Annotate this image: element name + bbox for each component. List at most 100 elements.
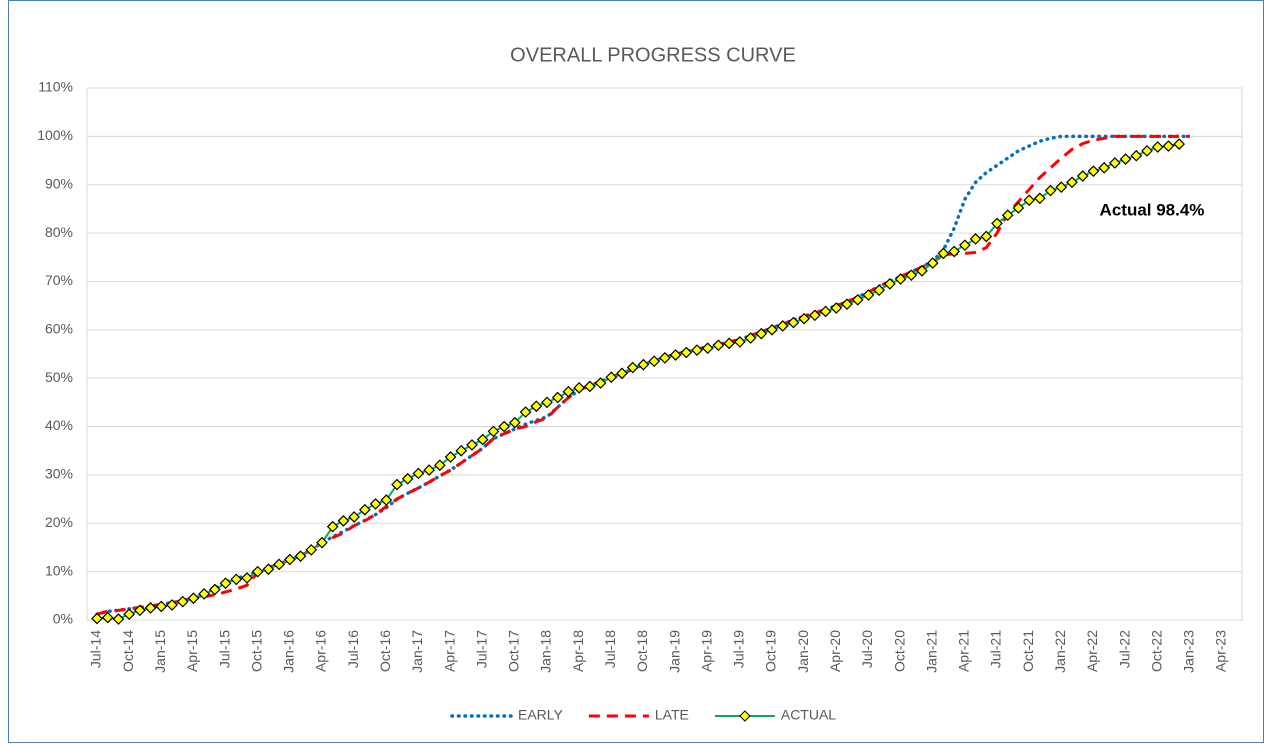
data-marker: [1001, 209, 1014, 222]
x-tick-label: Jul-18: [602, 630, 618, 668]
x-tick-label: Jan-21: [923, 630, 939, 673]
data-marker: [369, 498, 382, 510]
legend-label: ACTUAL: [781, 707, 836, 723]
data-marker: [498, 420, 510, 433]
x-tick-label: Jan-18: [538, 630, 554, 673]
y-tick-label: 70%: [45, 272, 73, 288]
x-tick-label: Apr-18: [570, 630, 586, 672]
y-tick-label: 40%: [45, 417, 73, 433]
data-marker: [1066, 176, 1078, 189]
x-tick-label: Oct-18: [634, 630, 650, 672]
data-marker: [691, 344, 703, 356]
data-marker: [573, 382, 585, 394]
data-marker: [551, 391, 564, 404]
data-marker: [659, 352, 671, 364]
data-marker: [1173, 138, 1185, 150]
data-marker: [1130, 149, 1143, 162]
chart-title: OVERALL PROGRESS CURVE: [510, 44, 796, 66]
data-marker: [562, 385, 575, 398]
x-tick-label: Jul-20: [859, 630, 875, 668]
data-marker: [648, 355, 660, 368]
data-marker: [1162, 140, 1175, 152]
data-marker: [466, 439, 478, 451]
y-tick-label: 50%: [45, 369, 73, 385]
data-marker: [819, 305, 832, 318]
data-marker: [969, 233, 982, 245]
x-tick-label: Jul-14: [88, 630, 104, 668]
data-marker: [916, 264, 928, 277]
data-marker: [776, 320, 789, 332]
x-tick-label: Jan-17: [409, 630, 425, 673]
data-marker: [273, 558, 285, 571]
x-tick-label: Jul-16: [345, 630, 361, 668]
data-marker: [959, 239, 971, 252]
y-tick-label: 30%: [45, 466, 73, 482]
data-marker: [830, 302, 843, 314]
x-tick-label: Jan-15: [152, 630, 168, 673]
data-marker: [862, 289, 875, 301]
y-tick-label: 110%: [38, 79, 73, 95]
x-tick-label: Apr-16: [313, 630, 329, 672]
data-marker: [884, 278, 896, 290]
data-marker: [476, 433, 489, 446]
y-tick-label: 60%: [45, 321, 73, 337]
data-marker: [91, 612, 103, 625]
x-tick-label: Apr-20: [827, 630, 843, 672]
data-marker: [444, 451, 457, 463]
data-marker: [594, 377, 607, 389]
annotation: Actual 98.4%: [1100, 200, 1205, 219]
x-tick-label: Jan-19: [666, 630, 682, 673]
data-marker: [734, 336, 746, 348]
data-marker: [1012, 202, 1025, 214]
data-marker: [605, 371, 618, 384]
data-marker: [991, 217, 1003, 230]
data-marker: [926, 257, 939, 269]
data-marker: [434, 459, 446, 472]
x-tick-label: Apr-17: [441, 630, 457, 672]
x-tick-label: Oct-14: [120, 630, 136, 672]
data-marker: [798, 312, 810, 325]
data-marker: [626, 361, 639, 374]
x-tick-label: Jul-19: [731, 630, 747, 668]
data-marker: [980, 230, 993, 243]
data-marker: [230, 573, 243, 586]
x-tick-label: Jan-22: [1052, 630, 1068, 673]
data-marker: [241, 572, 253, 584]
data-marker: [519, 406, 532, 418]
x-tick-label: Jul-21: [988, 630, 1004, 668]
data-marker: [1087, 165, 1100, 178]
data-marker: [455, 444, 468, 457]
data-marker: [487, 425, 500, 438]
data-marker: [509, 416, 521, 429]
data-marker: [948, 245, 960, 258]
legend-label: LATE: [655, 707, 689, 723]
x-tick-label: Jul-15: [216, 630, 232, 668]
data-marker: [219, 577, 232, 590]
data-marker: [1076, 170, 1089, 182]
x-tick-label: Apr-19: [698, 630, 714, 672]
y-tick-label: 90%: [45, 175, 73, 191]
x-tick-label: Oct-17: [506, 630, 522, 672]
x-tick-label: Oct-19: [763, 630, 779, 672]
x-tick-label: Jul-17: [473, 630, 489, 668]
data-marker: [155, 600, 168, 613]
x-tick-label: Oct-20: [891, 630, 907, 672]
data-marker: [616, 367, 628, 380]
data-marker: [905, 269, 918, 282]
x-tick-label: Jul-22: [1116, 630, 1132, 668]
x-tick-label: Jan-20: [795, 630, 811, 673]
data-marker: [755, 327, 768, 340]
data-marker: [423, 464, 435, 476]
data-marker: [1109, 157, 1121, 169]
data-marker: [316, 536, 328, 549]
x-tick-label: Oct-16: [377, 630, 393, 672]
data-marker: [262, 563, 275, 576]
y-tick-label: 20%: [45, 514, 73, 530]
data-marker: [937, 247, 950, 260]
data-marker: [251, 565, 264, 578]
data-marker: [112, 613, 125, 625]
x-tick-label: Jan-23: [1181, 630, 1197, 673]
data-marker: [1023, 194, 1035, 207]
data-marker: [144, 602, 157, 614]
data-marker: [766, 323, 778, 336]
